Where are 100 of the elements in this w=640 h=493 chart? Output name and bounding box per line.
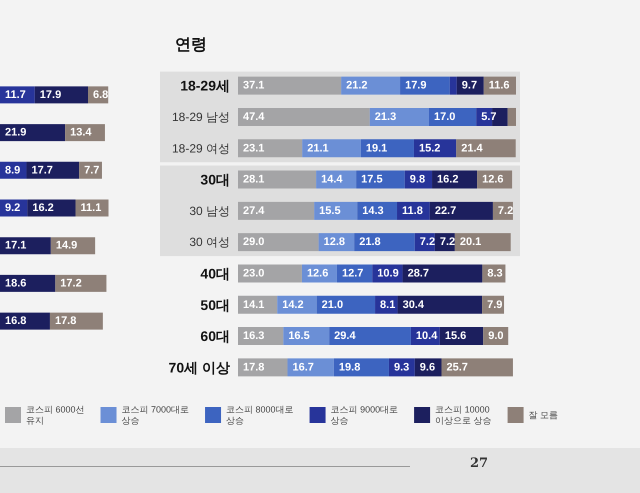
y-tick-label: 30대	[200, 172, 230, 188]
bar	[316, 296, 376, 314]
bar	[441, 358, 513, 376]
data-label: 17.8	[243, 361, 264, 374]
legend-label: 코스피 9000대로 상승	[330, 404, 398, 426]
data-label: 22.7	[434, 204, 456, 217]
bar	[0, 274, 56, 292]
legend-label: 잘 모름	[528, 410, 558, 420]
legend-label: 코스피 7000대로 상승	[122, 404, 190, 426]
bar	[238, 264, 302, 282]
bar	[238, 202, 314, 220]
data-label: 47.4	[243, 110, 266, 123]
data-label: 11.6	[488, 80, 510, 92]
data-label: 37.1	[243, 80, 264, 92]
bar	[400, 76, 450, 95]
data-label: 11.7	[5, 88, 26, 101]
y-tick-label: 30 남성	[189, 204, 230, 218]
data-label: 7.2	[440, 236, 456, 248]
data-label: 18.6	[5, 277, 26, 290]
data-label: 27.4	[243, 204, 266, 217]
bar	[287, 358, 334, 376]
bar	[360, 139, 414, 158]
data-label: 15.5	[319, 204, 341, 217]
bar	[238, 170, 316, 189]
bar	[508, 108, 516, 126]
data-label: 12.6	[306, 267, 328, 280]
bar	[238, 139, 302, 158]
data-label: 21.4	[461, 142, 484, 154]
data-label: 12.8	[324, 236, 346, 248]
y-tick-label: 18-29 여성	[172, 141, 230, 156]
bar	[356, 170, 405, 189]
bar	[354, 233, 415, 252]
data-label: 13.4	[70, 126, 92, 139]
data-label: 11.8	[402, 204, 423, 217]
bar	[26, 162, 80, 179]
data-label: 12.6	[482, 174, 504, 186]
data-label: 21.3	[374, 110, 396, 123]
data-label: 7.9	[487, 298, 502, 311]
data-label: 29.0	[243, 236, 264, 248]
bar	[0, 237, 51, 254]
legend-label: 코스피 10000 이상으로 상승	[435, 404, 492, 426]
y-tick-label: 70세 이상	[168, 359, 230, 376]
data-label: 14.2	[282, 298, 304, 311]
data-label: 14.3	[362, 204, 384, 217]
data-label: 11.1	[80, 202, 102, 214]
data-label: 8.1	[380, 298, 396, 311]
bar	[329, 327, 411, 346]
data-label: 9.6	[420, 361, 436, 374]
data-label: 17.7	[31, 164, 53, 176]
y-tick-label: 18-29세	[180, 78, 230, 94]
data-label: 16.2	[437, 174, 458, 186]
data-label: 21.9	[5, 126, 26, 139]
data-label: 16.8	[5, 315, 26, 328]
data-label: 16.2	[32, 202, 54, 214]
bar	[302, 139, 361, 158]
y-tick-label: 50대	[200, 296, 230, 313]
bar	[238, 358, 288, 376]
bar	[55, 274, 106, 292]
bar	[238, 76, 342, 95]
bar	[341, 76, 400, 95]
data-label: 17.5	[361, 174, 383, 186]
bar	[456, 139, 516, 158]
data-label: 9.0	[488, 330, 504, 342]
legend-label: 코스피 6000선 유지	[26, 404, 85, 426]
y-tick-label: 18-29 남성	[172, 110, 230, 124]
y-tick-label: 60대	[200, 328, 230, 344]
data-label: 17.9	[405, 80, 426, 92]
data-label: 9.3	[394, 361, 410, 374]
data-label: 9.2	[5, 202, 20, 214]
data-label: 10.4	[416, 330, 438, 342]
data-label: 9.8	[410, 174, 426, 186]
data-label: 12.7	[342, 267, 364, 280]
data-label: 17.9	[40, 88, 62, 101]
bar	[334, 358, 389, 376]
data-label: 23.1	[243, 142, 264, 154]
data-label: 17.2	[60, 277, 82, 290]
data-label: 15.6	[444, 330, 466, 342]
data-label: 28.7	[408, 267, 429, 280]
data-label: 28.1	[243, 174, 264, 186]
bar	[0, 124, 66, 142]
data-label: 16.5	[288, 330, 310, 342]
data-label: 14.9	[56, 240, 78, 252]
data-label: 7.2	[498, 204, 514, 217]
bar	[450, 76, 457, 95]
data-label: 10.9	[377, 267, 399, 280]
data-label: 8.3	[487, 267, 503, 280]
data-label: 20.1	[460, 236, 482, 248]
chart-title: 연령	[175, 36, 207, 54]
y-tick-label: 30 여성	[189, 235, 230, 250]
data-label: 17.1	[5, 240, 26, 252]
data-label: 7.7	[84, 164, 100, 176]
data-label: 30.4	[402, 298, 425, 311]
data-label: 23.0	[243, 267, 264, 280]
data-label: 16.7	[292, 361, 314, 374]
data-label: 19.8	[338, 361, 360, 374]
data-label: 21.2	[346, 80, 368, 92]
data-label: 21.1	[307, 142, 329, 154]
bar	[50, 312, 103, 330]
data-label: 14.1	[243, 298, 264, 311]
data-label: 17.0	[434, 110, 456, 123]
